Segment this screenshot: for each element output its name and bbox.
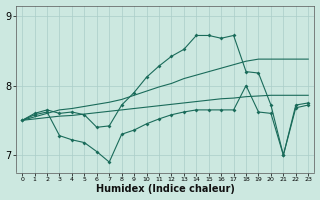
X-axis label: Humidex (Indice chaleur): Humidex (Indice chaleur) <box>96 184 235 194</box>
